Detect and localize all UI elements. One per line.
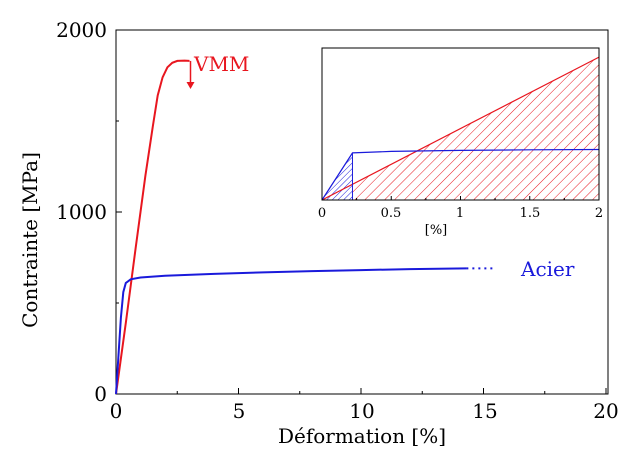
inset-vmm-line [321, 56, 600, 201]
vmm-series-line [115, 59, 190, 395]
inset-x-tick-label: 0.5 [381, 206, 402, 221]
x-tick-label: 20 [593, 399, 618, 423]
inset-x-tick-label: 2 [595, 206, 603, 221]
x-tick-label: 15 [472, 399, 497, 423]
inset-x-tick-label: 1.5 [520, 206, 541, 221]
y-tick-labels: 0 1000 2000 [56, 18, 107, 406]
x-axis-title: Déformation [%] [278, 424, 446, 448]
x-tick-label: 10 [349, 399, 374, 423]
x-tick-label: 5 [233, 399, 246, 423]
inset-acier-line [321, 148, 600, 201]
inset-vmm-hatched-area [352, 57, 599, 201]
y-tick-label: 0 [94, 382, 107, 406]
acier-series-line [115, 267, 467, 395]
vmm-rupture-arrow [186, 60, 195, 89]
vmm-label: VMM [193, 52, 249, 76]
inset-x-tick-label: 0 [318, 206, 326, 221]
y-tick-label: 1000 [56, 200, 107, 224]
inset-x-tick-label: 1 [456, 206, 464, 221]
x-tick-labels: 0 5 10 15 20 [110, 399, 619, 423]
inset-x-axis-title: [%] [425, 223, 448, 238]
acier-label: Acier [520, 257, 575, 281]
inset-axis-ticks [321, 196, 600, 200]
y-tick-label: 2000 [56, 18, 107, 42]
y-axis-title: Contrainte [MPa] [18, 152, 42, 328]
x-tick-label: 0 [110, 399, 123, 423]
inset-chart: 0 0.5 1 1.5 2 [%] [318, 47, 603, 238]
